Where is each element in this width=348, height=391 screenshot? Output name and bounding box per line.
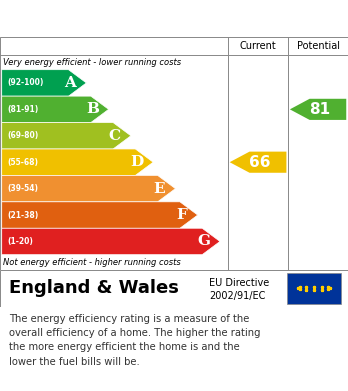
Text: (92-100): (92-100) [7, 79, 44, 88]
Text: The energy efficiency rating is a measure of the
overall efficiency of a home. T: The energy efficiency rating is a measur… [9, 314, 260, 367]
Text: Potential: Potential [296, 41, 340, 51]
Text: (1-20): (1-20) [7, 237, 33, 246]
Polygon shape [2, 228, 220, 255]
Text: (55-68): (55-68) [7, 158, 38, 167]
Text: Not energy efficient - higher running costs: Not energy efficient - higher running co… [3, 258, 181, 267]
Text: England & Wales: England & Wales [9, 279, 179, 298]
Text: (81-91): (81-91) [7, 105, 38, 114]
Text: Energy Efficiency Rating: Energy Efficiency Rating [9, 9, 238, 28]
Text: 66: 66 [249, 155, 271, 170]
Text: (39-54): (39-54) [7, 184, 38, 193]
Text: 81: 81 [309, 102, 331, 117]
Text: C: C [109, 129, 121, 143]
Text: G: G [197, 235, 211, 248]
Text: D: D [130, 155, 144, 169]
Text: A: A [64, 76, 76, 90]
Text: Very energy efficient - lower running costs: Very energy efficient - lower running co… [3, 57, 182, 66]
Polygon shape [2, 202, 198, 228]
Polygon shape [2, 122, 131, 149]
Text: (69-80): (69-80) [7, 131, 38, 140]
Text: E: E [153, 181, 165, 196]
Text: B: B [86, 102, 99, 117]
Text: (21-38): (21-38) [7, 210, 38, 219]
Polygon shape [2, 70, 86, 96]
Text: Current: Current [240, 41, 276, 51]
Text: 2002/91/EC: 2002/91/EC [209, 291, 265, 301]
Bar [287, 273, 341, 304]
Polygon shape [2, 149, 153, 176]
Polygon shape [290, 99, 346, 120]
Polygon shape [2, 96, 109, 122]
Text: F: F [176, 208, 187, 222]
Polygon shape [2, 176, 175, 202]
Text: EU Directive: EU Directive [209, 278, 269, 288]
Polygon shape [230, 152, 286, 173]
